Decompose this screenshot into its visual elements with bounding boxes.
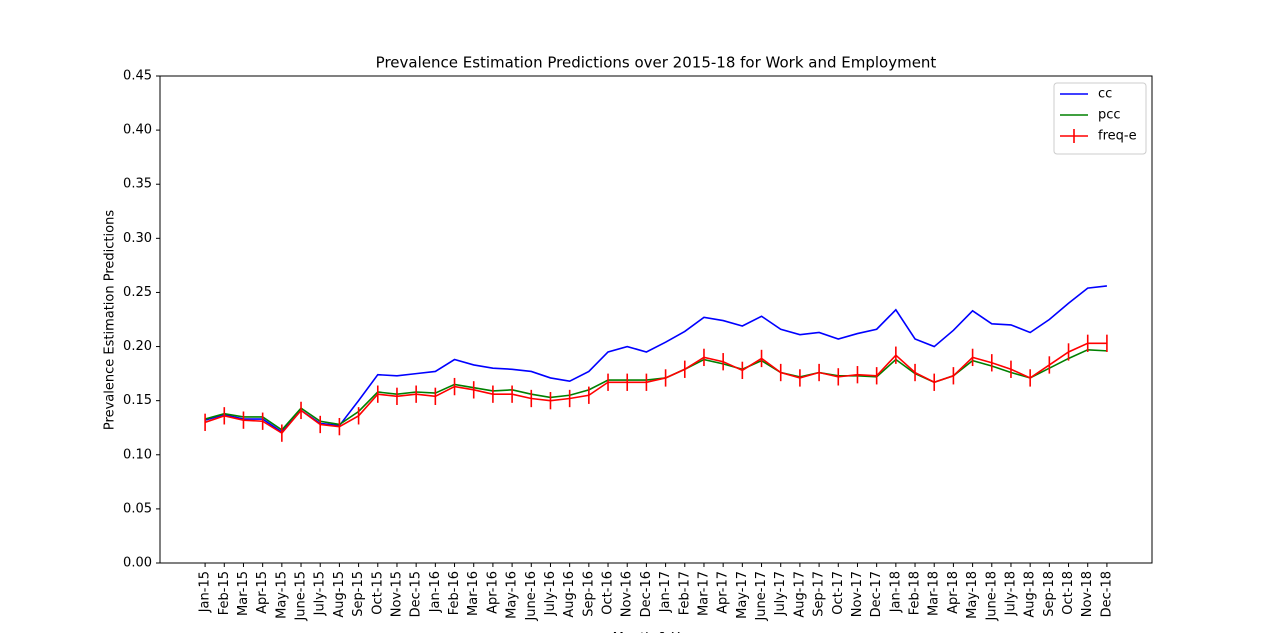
- x-tick-label: Sep-18: [1042, 571, 1057, 617]
- x-tick-label: Sep-17: [812, 571, 827, 617]
- x-tick-label: Feb-15: [217, 571, 232, 615]
- x-tick-label: June-15: [294, 571, 309, 622]
- x-tick-label: May-16: [505, 571, 520, 619]
- x-tick-label: Jan-16: [428, 571, 443, 613]
- x-tick-label: June-18: [984, 571, 999, 622]
- x-tick-label: Dec-17: [869, 571, 884, 617]
- x-tick-label: Oct-18: [1061, 571, 1076, 615]
- x-tick-label: Apr-18: [946, 571, 961, 614]
- x-tick-label: Jan-18: [888, 571, 903, 613]
- x-tick-label: Aug-16: [562, 571, 577, 618]
- y-tick-label: 0.35: [123, 177, 152, 192]
- x-tick-label: Mar-18: [927, 571, 942, 616]
- x-tick-label: Dec-18: [1099, 571, 1114, 617]
- x-tick-label: July-16: [543, 571, 558, 616]
- y-tick-label: 0.40: [123, 123, 152, 138]
- legend-label: freq-e: [1098, 129, 1137, 144]
- x-tick-label: Jan-15: [198, 571, 213, 613]
- x-tick-label: Jan-17: [658, 571, 673, 613]
- x-tick-label: Apr-16: [485, 571, 500, 614]
- x-tick-label: Feb-18: [908, 571, 923, 615]
- x-tick-label: May-18: [965, 571, 980, 619]
- y-tick-label: 0.30: [123, 231, 152, 246]
- x-tick-label: May-17: [735, 571, 750, 619]
- chart-title: Prevalence Estimation Predictions over 2…: [376, 54, 937, 72]
- x-tick-label: Mar-15: [236, 571, 251, 616]
- y-axis-label: Prevalence Estimation Predictions: [103, 210, 118, 430]
- x-tick-label: June-17: [754, 571, 769, 622]
- series-line: [204, 342, 1107, 435]
- x-tick-label: Sep-16: [581, 571, 596, 617]
- x-tick-label: Feb-16: [447, 571, 462, 615]
- y-tick-label: 0.10: [123, 447, 152, 462]
- x-tick-label: Oct-16: [601, 571, 616, 615]
- x-tick-label: Sep-15: [351, 571, 366, 617]
- y-tick-label: 0.15: [123, 393, 152, 408]
- x-tick-label: Apr-17: [716, 571, 731, 614]
- legend-label: pcc: [1098, 108, 1121, 123]
- x-tick-label: Aug-18: [1023, 571, 1038, 618]
- x-tick-label: Aug-15: [332, 571, 347, 618]
- x-tick-label: July-15: [313, 571, 328, 616]
- x-tick-label: Nov-17: [850, 571, 865, 617]
- x-axis-label: Month & Year: [613, 631, 700, 633]
- x-tick-label: July-17: [773, 571, 788, 616]
- x-tick-label: July-18: [1003, 571, 1018, 616]
- x-tick-label: Dec-15: [409, 571, 424, 617]
- series-line: [204, 285, 1107, 434]
- x-tick-label: Mar-17: [696, 571, 711, 616]
- y-tick-label: 0.20: [123, 339, 152, 354]
- x-tick-label: Mar-16: [466, 571, 481, 616]
- x-tick-label: Oct-15: [370, 571, 385, 615]
- x-tick-label: May-15: [274, 571, 289, 619]
- legend-label: cc: [1098, 87, 1112, 102]
- x-tick-label: Nov-18: [1080, 571, 1095, 617]
- x-tick-label: Nov-16: [620, 571, 635, 617]
- x-tick-label: Dec-16: [639, 571, 654, 617]
- plot-frame: [159, 75, 1153, 564]
- y-tick-label: 0.25: [123, 285, 152, 300]
- x-tick-label: Aug-17: [792, 571, 807, 618]
- x-tick-label: Nov-15: [389, 571, 404, 617]
- series-line: [204, 348, 1107, 431]
- y-tick-label: 0.45: [123, 69, 152, 84]
- y-tick-label: 0.00: [123, 556, 152, 571]
- x-tick-label: Oct-17: [831, 571, 846, 615]
- x-tick-label: June-16: [524, 571, 539, 622]
- x-tick-label: Apr-15: [255, 571, 270, 614]
- y-tick-label: 0.05: [123, 501, 152, 516]
- x-tick-label: Feb-17: [677, 571, 692, 615]
